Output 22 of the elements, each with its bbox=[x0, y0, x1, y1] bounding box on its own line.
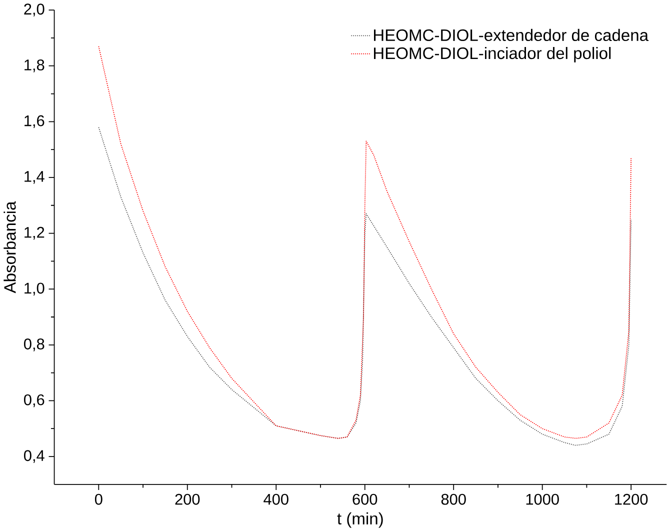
y-tick-label: 1,8 bbox=[24, 59, 44, 72]
y-tick-label: 1,6 bbox=[24, 115, 44, 128]
x-tick-label: 0 bbox=[94, 494, 102, 505]
x-tick-label: 200 bbox=[175, 494, 200, 505]
x-axis-title: t (min) bbox=[337, 512, 383, 528]
y-tick-label: 0,6 bbox=[24, 394, 44, 407]
y-tick-label: 1,2 bbox=[24, 226, 44, 240]
line-series bbox=[98, 46, 632, 439]
x-tick-label: 800 bbox=[441, 494, 466, 505]
y-tick-label: 1,4 bbox=[24, 170, 44, 184]
line-series bbox=[98, 126, 632, 446]
x-tick-label: 1000 bbox=[526, 494, 559, 505]
x-tick-label: 400 bbox=[264, 494, 288, 505]
y-tick-label: 0,8 bbox=[24, 338, 44, 352]
legend-label: HEOMC-DIOL-inciador del poliol bbox=[374, 46, 611, 62]
y-tick-label: 1,0 bbox=[24, 282, 44, 296]
y-tick-label: 2,0 bbox=[24, 3, 44, 16]
y-tick-label: 0,4 bbox=[24, 450, 44, 463]
y-axis-title: Absorbancia bbox=[4, 201, 16, 293]
legend-label: HEOMC-DIOL-extendedor de cadena bbox=[374, 28, 649, 41]
x-tick-label: 1200 bbox=[615, 494, 648, 505]
x-tick-label: 600 bbox=[352, 494, 378, 505]
